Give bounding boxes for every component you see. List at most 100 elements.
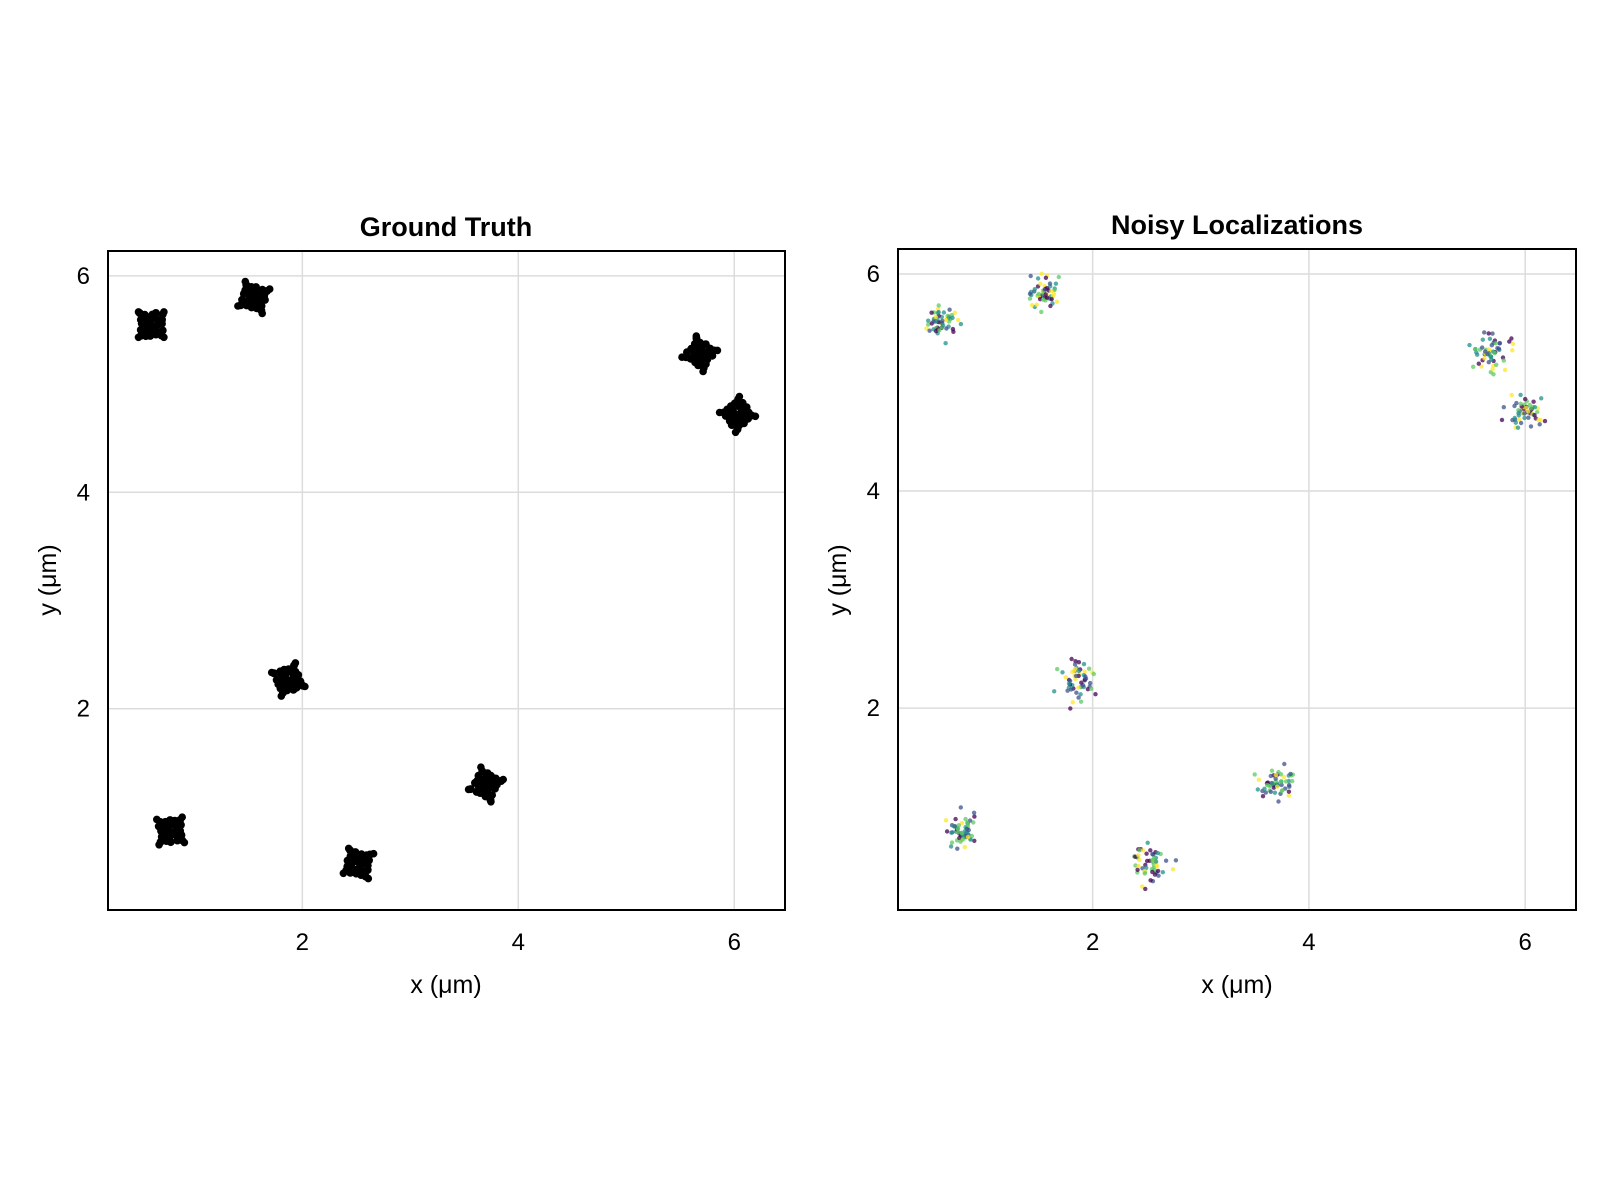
data-point	[1492, 350, 1497, 356]
data-point	[1170, 867, 1176, 872]
data-point	[1512, 403, 1517, 409]
data-point	[1052, 689, 1057, 694]
y-tick-labels: 2 4 6	[867, 261, 880, 722]
data-point	[499, 775, 508, 784]
grid	[108, 251, 785, 910]
data-point	[1507, 339, 1512, 344]
data-point	[1070, 700, 1076, 705]
data-point	[464, 785, 473, 794]
data-point	[1136, 863, 1141, 869]
data-point	[1252, 772, 1257, 777]
data-point	[1137, 848, 1142, 853]
data-point	[1072, 666, 1078, 671]
data-point	[1081, 661, 1087, 667]
x-tick-label: 2	[296, 929, 309, 956]
data-point	[951, 824, 957, 829]
x-tick-label: 4	[512, 929, 525, 956]
data-point	[1148, 848, 1153, 853]
data-point	[1032, 287, 1038, 292]
data-point	[1268, 773, 1274, 779]
y-tick-label: 4	[77, 479, 90, 506]
data-point	[926, 322, 931, 327]
data-point	[1049, 297, 1054, 302]
data-point	[1490, 367, 1495, 372]
data-point	[1518, 392, 1523, 398]
data-point	[1091, 671, 1097, 677]
data-point	[1281, 774, 1287, 780]
data-point	[1145, 840, 1150, 845]
data-point	[1142, 871, 1148, 876]
data-point	[1472, 347, 1478, 352]
data-point	[178, 813, 186, 821]
x-tick-label: 2	[1086, 929, 1099, 956]
data-point	[1278, 772, 1284, 777]
data-point	[1034, 302, 1039, 307]
data-point	[265, 285, 274, 293]
data-point	[1276, 799, 1281, 804]
data-point	[963, 816, 968, 822]
data-point	[1526, 415, 1531, 420]
data-point	[1493, 341, 1499, 346]
y-tick-label: 2	[867, 695, 880, 722]
data-point	[364, 874, 373, 883]
data-point	[1485, 352, 1490, 357]
data-point	[277, 692, 286, 700]
data-point	[1053, 281, 1059, 286]
data-point	[1535, 409, 1540, 415]
data-point	[1069, 687, 1074, 692]
data-point	[1028, 273, 1033, 279]
data-point	[1144, 858, 1150, 864]
data-point	[1173, 858, 1179, 863]
data-point	[965, 834, 971, 840]
data-point	[1039, 271, 1045, 276]
data-point	[949, 830, 954, 835]
data-point	[477, 763, 485, 771]
data-point	[1089, 686, 1094, 691]
data-point	[1288, 771, 1293, 777]
data-point	[1054, 299, 1060, 304]
data-point	[972, 814, 977, 819]
data-point	[1480, 345, 1485, 350]
data-point	[957, 835, 962, 841]
data-point	[958, 839, 963, 844]
data-point	[1509, 336, 1514, 341]
data-point	[352, 869, 361, 878]
data-point	[947, 307, 952, 312]
data-point	[1518, 420, 1524, 426]
data-point	[1282, 761, 1287, 767]
data-point	[157, 319, 166, 328]
data-point	[1486, 360, 1492, 365]
data-point	[1029, 303, 1035, 308]
data-point	[1163, 858, 1169, 863]
data-point	[1260, 794, 1266, 799]
data-point	[160, 333, 168, 342]
data-point	[936, 303, 941, 308]
data-point	[727, 421, 736, 429]
data-point	[234, 302, 242, 310]
grid	[898, 249, 1576, 910]
data-point	[1044, 295, 1050, 300]
data-point	[751, 412, 760, 421]
data-point	[1060, 670, 1065, 675]
data-point	[267, 668, 276, 677]
data-point	[943, 317, 949, 323]
data-point	[971, 810, 977, 815]
data-point	[355, 859, 364, 868]
data-point	[1286, 793, 1292, 798]
data-point	[1522, 411, 1527, 416]
data-point	[153, 815, 161, 824]
data-point	[1144, 851, 1149, 856]
data-point	[1262, 786, 1267, 791]
data-point	[1135, 867, 1140, 872]
y-tick-label: 6	[867, 261, 880, 288]
data-point	[1156, 873, 1161, 878]
x-tick-labels: 2 4 6	[1086, 929, 1532, 956]
data-point	[339, 869, 348, 878]
data-point	[1144, 865, 1149, 871]
data-point	[1027, 291, 1033, 296]
data-point	[1496, 346, 1502, 351]
data-point	[487, 798, 495, 806]
data-point	[715, 408, 724, 417]
data-point	[1265, 782, 1270, 788]
